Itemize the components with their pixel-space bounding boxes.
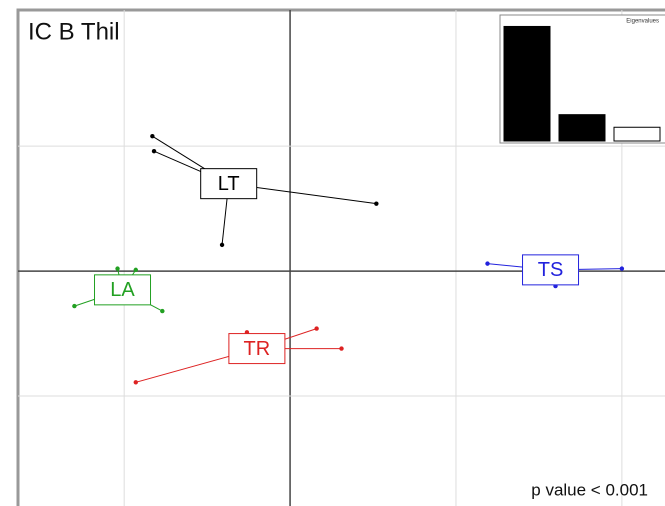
point xyxy=(160,308,165,314)
point xyxy=(115,266,120,271)
eigenvalue-bar xyxy=(558,114,606,142)
point xyxy=(314,326,319,331)
class-label-box xyxy=(228,333,286,365)
eigenvalue-bar xyxy=(503,25,551,142)
class-label-box xyxy=(200,168,258,200)
class-label: TS xyxy=(538,259,564,281)
point xyxy=(339,346,344,351)
chart-title: IC B Thil xyxy=(28,18,120,45)
point xyxy=(150,133,155,139)
class-label-box xyxy=(522,254,580,286)
class-label: LA xyxy=(110,279,135,301)
point xyxy=(151,148,157,154)
point xyxy=(374,201,379,206)
eigenvalue-bar xyxy=(613,126,661,142)
point xyxy=(133,380,138,385)
point xyxy=(133,267,138,273)
point xyxy=(219,242,225,248)
class-label-box xyxy=(94,274,152,306)
point xyxy=(619,266,625,271)
annotation: p value < 0.001 xyxy=(531,480,648,499)
point xyxy=(485,261,490,266)
inset-title: Eigenvalues xyxy=(626,19,659,25)
class-label: LT xyxy=(218,173,240,195)
point xyxy=(72,303,77,309)
class-label: TR xyxy=(244,338,271,360)
